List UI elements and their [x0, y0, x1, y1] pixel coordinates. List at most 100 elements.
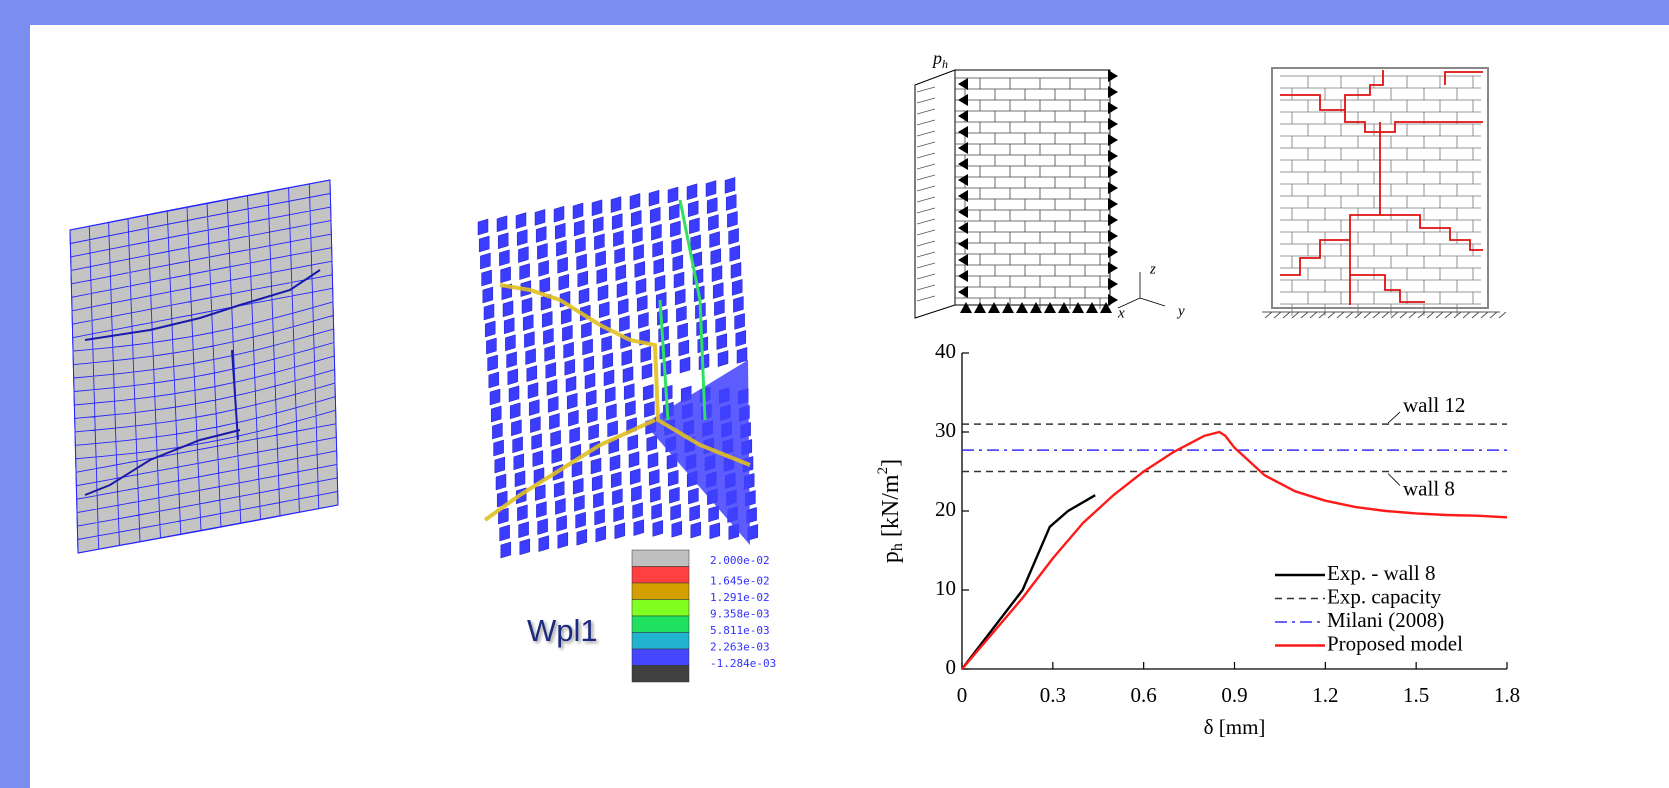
support	[960, 302, 972, 313]
crack	[1280, 70, 1483, 305]
mesh-element	[572, 477, 584, 495]
mesh-element	[630, 210, 642, 227]
mesh-element	[539, 277, 551, 294]
mesh-element	[514, 470, 526, 488]
mesh-element	[619, 315, 630, 332]
mesh-crack	[84, 269, 321, 496]
bricks	[955, 77, 1110, 309]
mesh-element	[670, 503, 681, 521]
support	[1072, 302, 1084, 313]
support	[1108, 70, 1118, 82]
mesh-element	[607, 420, 618, 438]
y-axis-title-part: h	[889, 543, 906, 551]
axes-arrows	[1117, 272, 1166, 309]
mesh-element	[679, 356, 691, 374]
mesh-element	[629, 193, 641, 210]
mesh-element	[652, 240, 663, 258]
mesh-element	[526, 365, 538, 382]
mesh-element	[587, 406, 598, 424]
mesh-element	[646, 435, 658, 452]
colorbar-band	[631, 566, 690, 584]
label-leader	[1387, 473, 1401, 486]
mesh-element	[613, 230, 624, 247]
support	[1108, 278, 1118, 290]
mesh-element	[642, 384, 654, 401]
mesh-element	[560, 307, 572, 325]
support	[1108, 102, 1118, 114]
colorbar-band	[631, 648, 690, 666]
mesh-element	[673, 271, 685, 289]
mesh-element	[592, 216, 604, 234]
mesh-element	[651, 503, 662, 520]
mesh-element	[595, 525, 607, 543]
mesh-element	[595, 250, 606, 268]
support	[958, 142, 968, 154]
wall-side	[914, 69, 956, 319]
mesh-element	[576, 528, 588, 546]
level-label: wall 12	[1403, 393, 1465, 417]
mesh-element	[517, 504, 528, 522]
mesh-element	[549, 413, 560, 430]
load-arrow	[916, 108, 936, 115]
mesh-element	[670, 220, 681, 238]
load-arrow	[916, 130, 936, 137]
mesh-element	[543, 328, 554, 345]
mesh-element	[500, 266, 511, 284]
support	[958, 190, 968, 202]
mesh-element	[734, 313, 745, 330]
mesh-element	[652, 520, 664, 537]
legend-label: Milani (2008)	[1327, 608, 1444, 632]
y-tick-label: 30	[935, 418, 956, 442]
mesh-element	[575, 236, 586, 254]
support	[1002, 302, 1014, 313]
mesh-element	[598, 301, 610, 319]
mesh-element	[672, 254, 684, 272]
mesh-element	[569, 426, 580, 444]
mesh-element	[493, 439, 504, 457]
mesh-element	[556, 515, 567, 532]
mesh-element	[612, 488, 623, 506]
support	[958, 206, 968, 218]
mesh-element	[481, 269, 492, 287]
mesh-element	[557, 532, 569, 549]
y-axis-title-part: 2	[875, 467, 891, 475]
x-tick-label: 0.6	[1131, 683, 1157, 707]
support	[958, 270, 968, 282]
mesh-element	[717, 350, 729, 367]
mesh-element	[729, 245, 741, 262]
mesh-element	[488, 371, 500, 389]
mesh-element	[519, 538, 531, 556]
colorbar-band	[631, 582, 690, 600]
load-label-sub: h	[942, 57, 948, 71]
mesh-element	[546, 379, 558, 396]
mesh-element	[614, 522, 626, 540]
support	[1108, 294, 1118, 306]
mesh-element	[551, 447, 563, 464]
mesh-element	[557, 256, 568, 274]
mesh-element	[601, 335, 612, 353]
mesh-element	[638, 312, 649, 329]
load-arrow	[916, 97, 936, 104]
series-line	[961, 494, 1096, 670]
mesh-element	[568, 409, 579, 427]
mesh-element	[647, 452, 659, 469]
mesh-element	[669, 486, 680, 504]
mesh-element	[562, 324, 573, 342]
mesh-face	[650, 360, 750, 545]
colorbar-band	[631, 665, 690, 683]
support	[1108, 214, 1118, 226]
mesh-element	[487, 354, 498, 372]
mesh-element	[553, 481, 565, 498]
mesh-element	[563, 341, 574, 359]
ground	[1262, 311, 1507, 319]
mesh-element	[594, 233, 605, 251]
colorbar-label: 2.263e-03	[710, 641, 770, 654]
colorbar-label: 1.291e-02	[710, 591, 770, 604]
support	[958, 110, 968, 122]
mesh-element	[558, 273, 570, 291]
mesh-element	[571, 460, 583, 478]
level-label: wall 8	[1403, 476, 1455, 500]
mesh-element	[577, 270, 589, 288]
support	[958, 286, 968, 298]
mesh-element	[677, 322, 688, 340]
